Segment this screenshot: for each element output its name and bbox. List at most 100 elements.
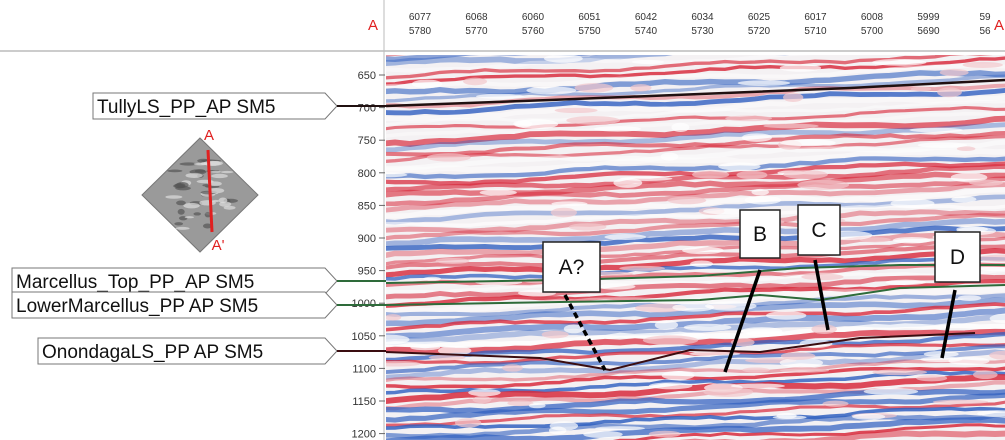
seismic-blob (507, 400, 534, 407)
seismic-reflector (386, 406, 1005, 430)
seismic-blob (619, 265, 666, 271)
trace-label: 5750 (578, 26, 601, 37)
seismic-reflector (386, 156, 1005, 180)
map-start-label: A (204, 127, 214, 144)
trace-label: 6077 (409, 12, 432, 23)
trace-label: 5780 (409, 26, 432, 37)
seismic-blob (689, 351, 741, 356)
seismic-blob (932, 399, 989, 405)
seismic-reflector (386, 164, 1005, 193)
map-texture (165, 195, 183, 199)
seismic-reflector (386, 148, 1005, 174)
depth-tick-label: 750 (358, 135, 376, 147)
seismic-blob (705, 301, 757, 311)
depth-tick-label: 650 (358, 70, 376, 82)
seismic-blob (671, 122, 690, 132)
seismic-blob (667, 196, 707, 205)
seismic-blob (776, 412, 797, 419)
seismic-blob (917, 142, 968, 148)
seismic-blob (428, 354, 466, 361)
seismic-blob (951, 196, 977, 203)
depth-tick-label: 850 (358, 200, 376, 212)
trace-label: 5770 (465, 26, 488, 37)
seismic-blob (630, 84, 652, 92)
map-texture (223, 205, 236, 210)
seismic-blob (950, 172, 988, 183)
seismic-blob (797, 179, 850, 190)
trace-label: 5999 (917, 12, 940, 23)
seismic-blob (479, 189, 517, 196)
seismic-blob (595, 426, 645, 431)
seismic-blob (725, 115, 773, 122)
seismic-blob (475, 93, 524, 99)
horizon-callout (37, 337, 338, 365)
seismic-blob (989, 313, 1005, 324)
seismic-reflector (674, 430, 1005, 440)
map-texture (193, 212, 201, 216)
seismic-blob (472, 395, 492, 404)
seismic-blob (551, 201, 588, 207)
seismic-blob (648, 430, 681, 438)
seismic-blob (435, 257, 470, 264)
seismic-blob (703, 207, 750, 215)
seismic-reflector (386, 302, 1005, 332)
seismic-reflector (386, 344, 1005, 375)
horizon-label: OnondagaLS_PP AP SM5 (42, 342, 263, 363)
seismic-blob (672, 303, 715, 312)
map-texture (211, 173, 228, 179)
map-texture (176, 200, 186, 206)
seismic-blob (977, 254, 1005, 262)
seismic-reflector (386, 248, 1005, 278)
seismic-blob (978, 266, 1005, 272)
seismic-reflector (386, 243, 1005, 270)
seismic-reflector (386, 212, 1005, 241)
trace-label: 5710 (804, 26, 827, 37)
seismic-blob (863, 387, 919, 396)
seismic-blob (892, 236, 932, 244)
map-texture (167, 169, 183, 173)
fault-line (940, 289, 957, 359)
seismic-blob (780, 352, 816, 360)
seismic-blob (514, 119, 559, 130)
depth-tick-label: 900 (358, 233, 376, 245)
seismic-reflector (386, 139, 1005, 171)
seismic-reflector (386, 105, 1005, 131)
fault-line (813, 259, 830, 331)
seismic-blob (568, 223, 607, 231)
seismic-blob (528, 403, 546, 409)
seismic-reflector (386, 135, 1005, 163)
seismic-reflector (612, 423, 1005, 440)
annotation-box (797, 204, 841, 256)
trace-label: 5760 (522, 26, 545, 37)
trace-label: 5700 (861, 26, 884, 37)
seismic-blob (779, 368, 830, 373)
map-texture (210, 170, 222, 173)
seismic-blob (550, 207, 577, 218)
horizon-pick (385, 264, 1005, 284)
depth-tick-label: 800 (358, 168, 376, 180)
seismic-blob (779, 357, 824, 368)
trace-label: 6060 (522, 12, 545, 23)
seismic-blob (648, 382, 693, 390)
seismic-blob (741, 133, 772, 142)
seismic-reflector (386, 416, 1005, 440)
seismic-blob (563, 324, 584, 334)
map-texture (175, 226, 190, 230)
seismic-blob (411, 79, 443, 89)
depth-tick-label: 700 (358, 103, 376, 115)
trace-label: 6008 (861, 12, 884, 23)
seismic-blob (386, 360, 421, 367)
horizon-pick (385, 284, 1005, 306)
seismic-reflector (386, 95, 1005, 122)
seismic-blob (410, 345, 441, 351)
seismic-reflector (386, 55, 953, 73)
seismic-blob (730, 383, 785, 389)
horizon-label: LowerMarcellus_PP AP SM5 (16, 296, 258, 317)
location-map: A A' (141, 127, 259, 254)
seismic-reflector (386, 55, 993, 80)
seismic-blob (682, 246, 724, 255)
fault-line (723, 269, 762, 373)
annotation-box (934, 231, 981, 283)
trace-label: 6017 (804, 12, 827, 23)
